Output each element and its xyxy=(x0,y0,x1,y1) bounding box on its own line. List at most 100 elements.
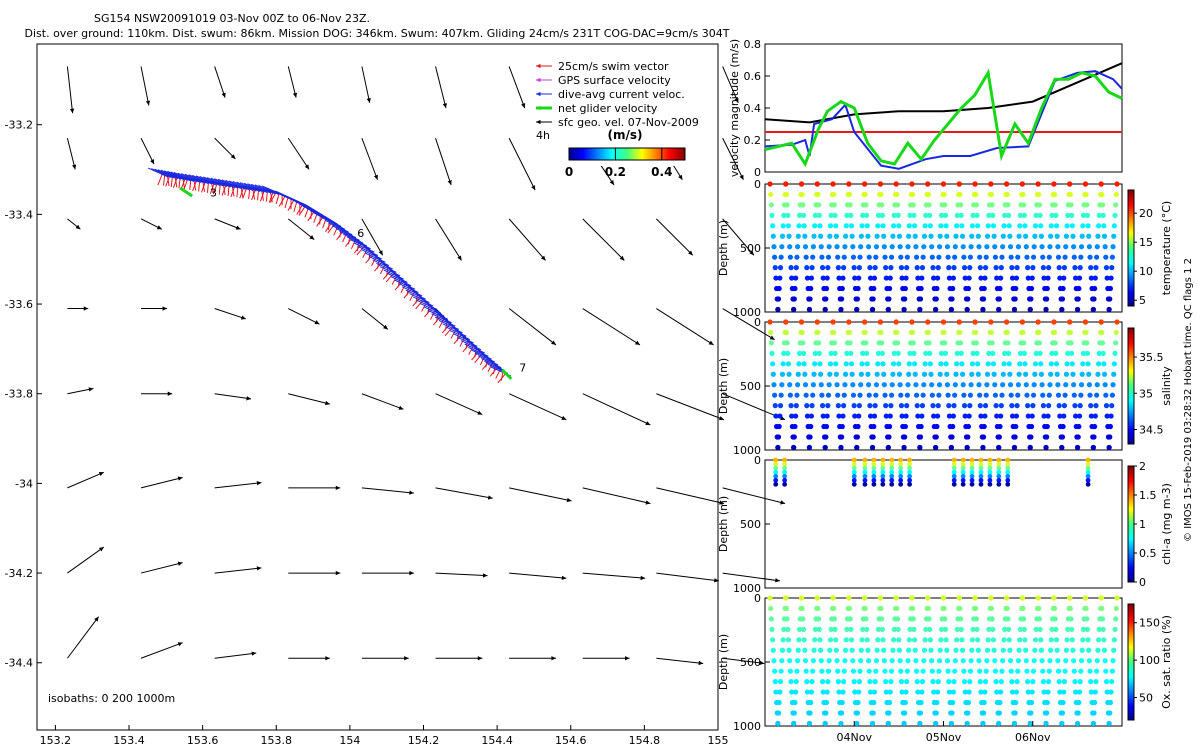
map-ytick-label: -34.2 xyxy=(5,567,33,580)
section-marker xyxy=(808,285,814,292)
section-marker xyxy=(771,244,777,250)
day-label: 3 xyxy=(210,186,217,199)
section-marker xyxy=(883,265,889,271)
geo-vector xyxy=(508,66,526,109)
net-velocity xyxy=(179,186,193,198)
section-marker xyxy=(898,403,905,409)
section-marker xyxy=(1053,350,1059,356)
section-marker xyxy=(896,233,903,239)
section-marker xyxy=(825,679,831,685)
section-marker xyxy=(1002,350,1008,356)
section-marker xyxy=(911,637,918,643)
section-marker xyxy=(825,392,832,398)
section-marker xyxy=(842,371,849,377)
section-marker xyxy=(862,319,868,325)
section-marker xyxy=(1067,595,1073,601)
section-marker xyxy=(977,265,983,271)
legend-arrow-geo-head xyxy=(536,119,541,125)
section-marker xyxy=(913,658,919,664)
section-marker xyxy=(808,423,814,430)
section-marker xyxy=(831,340,838,346)
section-marker xyxy=(864,637,870,643)
section-marker xyxy=(815,605,821,612)
geo-vector xyxy=(214,567,262,574)
section-marker xyxy=(1061,413,1067,419)
section-marker xyxy=(1080,361,1086,367)
section-marker xyxy=(806,444,813,451)
geo-vector xyxy=(435,66,447,109)
section-marker xyxy=(800,626,807,632)
section-marker xyxy=(1017,626,1023,632)
section-marker xyxy=(781,626,787,632)
section-marker xyxy=(1040,403,1046,409)
section-marker xyxy=(1020,191,1026,198)
legend-label-net: net glider velocity xyxy=(558,102,658,115)
section-marker xyxy=(898,481,904,487)
section-marker xyxy=(1086,233,1092,239)
section-marker xyxy=(1069,223,1075,229)
section-marker xyxy=(787,392,793,398)
section-marker xyxy=(811,371,817,377)
section-marker xyxy=(1085,637,1091,643)
velocity-ytick-label: 0.8 xyxy=(744,38,762,51)
section-marker xyxy=(921,647,928,653)
section-marker xyxy=(1113,191,1119,198)
section-marker xyxy=(786,371,792,377)
section-marker xyxy=(815,191,821,198)
geo-vector xyxy=(508,218,546,261)
section-marker xyxy=(824,275,830,281)
section-marker xyxy=(768,202,774,208)
section-marker xyxy=(875,350,882,356)
geo-vector-head xyxy=(775,578,780,583)
section-marker xyxy=(862,181,868,187)
section-marker xyxy=(810,668,816,674)
section-marker xyxy=(1009,689,1016,695)
section-marker xyxy=(973,329,979,336)
section-marker xyxy=(1084,212,1091,218)
section-marker xyxy=(973,616,979,622)
section-marker xyxy=(1051,181,1057,187)
section-marker xyxy=(1005,477,1011,483)
section-marker xyxy=(933,296,939,302)
section-marker xyxy=(887,699,893,706)
section-marker xyxy=(1101,637,1107,643)
map-ytick-label: -33.6 xyxy=(5,298,33,311)
section-marker xyxy=(1106,306,1112,313)
section-marker xyxy=(843,361,849,367)
section-marker xyxy=(795,244,801,250)
section-marker xyxy=(1009,679,1015,685)
section-marker xyxy=(1047,658,1053,664)
section-marker xyxy=(929,254,935,260)
section-marker xyxy=(886,710,892,716)
section-ytick-label: 500 xyxy=(740,518,761,531)
section-marker xyxy=(1023,371,1029,377)
section-marker xyxy=(822,444,828,451)
section-marker xyxy=(954,223,960,229)
section-marker xyxy=(788,679,794,685)
section-marker xyxy=(854,306,860,313)
section-marker xyxy=(1009,265,1015,271)
section-marker xyxy=(773,275,779,281)
section-marker xyxy=(1084,340,1090,346)
section-marker xyxy=(969,465,975,471)
geo-vector-head xyxy=(378,250,383,256)
map-xtick-label: 154.6 xyxy=(555,734,587,747)
section-marker xyxy=(920,668,926,674)
geo-vector xyxy=(582,308,641,346)
section-marker xyxy=(851,265,857,271)
section-marker xyxy=(835,254,841,260)
section-marker xyxy=(1046,254,1052,260)
section-marker xyxy=(1020,605,1026,612)
geo-vector-head xyxy=(551,656,556,661)
section-marker xyxy=(929,668,935,674)
geo-vector xyxy=(361,487,414,494)
section-marker xyxy=(978,477,984,483)
section-marker xyxy=(823,699,830,706)
section-marker xyxy=(854,710,861,716)
section-marker xyxy=(875,637,881,643)
section-marker xyxy=(975,361,981,367)
geo-vector xyxy=(287,218,315,241)
section-marker xyxy=(1017,212,1023,218)
section-marker xyxy=(1053,626,1059,632)
geo-vector-head xyxy=(477,656,483,661)
